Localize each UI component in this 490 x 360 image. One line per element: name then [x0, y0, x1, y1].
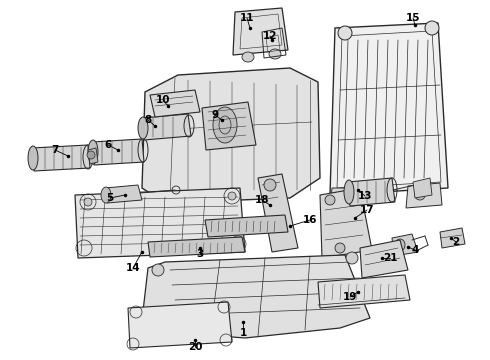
Polygon shape — [202, 102, 256, 150]
Polygon shape — [150, 90, 200, 117]
Text: 10: 10 — [156, 95, 170, 105]
Polygon shape — [330, 23, 448, 195]
Polygon shape — [92, 139, 144, 165]
Ellipse shape — [264, 179, 276, 191]
Polygon shape — [105, 185, 142, 203]
Polygon shape — [205, 215, 288, 237]
Ellipse shape — [269, 49, 281, 59]
Text: 18: 18 — [255, 195, 269, 205]
Text: 12: 12 — [263, 31, 277, 41]
Ellipse shape — [213, 107, 237, 143]
Text: 16: 16 — [303, 215, 317, 225]
Polygon shape — [413, 178, 432, 198]
Polygon shape — [406, 183, 442, 208]
Ellipse shape — [101, 187, 111, 203]
Ellipse shape — [138, 117, 148, 139]
Ellipse shape — [395, 239, 405, 251]
Ellipse shape — [346, 252, 358, 264]
Polygon shape — [440, 228, 465, 248]
Ellipse shape — [88, 140, 98, 164]
Ellipse shape — [242, 52, 254, 62]
Text: 11: 11 — [240, 13, 254, 23]
Ellipse shape — [350, 190, 360, 200]
Ellipse shape — [325, 195, 335, 205]
Ellipse shape — [336, 193, 346, 203]
Polygon shape — [320, 188, 372, 258]
Text: 15: 15 — [406, 13, 420, 23]
Polygon shape — [128, 302, 232, 348]
Ellipse shape — [152, 264, 164, 276]
Text: 9: 9 — [212, 110, 219, 120]
Ellipse shape — [228, 192, 236, 200]
Polygon shape — [75, 188, 245, 258]
Polygon shape — [348, 178, 395, 206]
Polygon shape — [233, 8, 288, 55]
Text: 7: 7 — [51, 145, 59, 155]
Text: 4: 4 — [411, 245, 418, 255]
Polygon shape — [330, 188, 362, 212]
Ellipse shape — [87, 151, 95, 159]
Text: 21: 21 — [383, 253, 397, 263]
Text: 3: 3 — [196, 249, 204, 259]
Text: 14: 14 — [126, 263, 140, 273]
Polygon shape — [392, 234, 418, 256]
Polygon shape — [88, 148, 98, 164]
Polygon shape — [32, 145, 90, 171]
Text: 13: 13 — [358, 191, 372, 201]
Ellipse shape — [344, 180, 354, 204]
Text: 19: 19 — [343, 292, 357, 302]
Text: 17: 17 — [360, 205, 374, 215]
Polygon shape — [142, 68, 320, 203]
Text: 6: 6 — [104, 140, 112, 150]
Text: 8: 8 — [145, 115, 151, 125]
Polygon shape — [142, 255, 370, 338]
Ellipse shape — [28, 146, 38, 170]
Ellipse shape — [335, 243, 345, 253]
Polygon shape — [142, 114, 191, 140]
Ellipse shape — [415, 190, 425, 200]
Polygon shape — [318, 275, 410, 308]
Ellipse shape — [425, 21, 439, 35]
Polygon shape — [360, 240, 408, 278]
Text: 5: 5 — [106, 193, 114, 203]
Text: 2: 2 — [452, 237, 460, 247]
Ellipse shape — [338, 26, 352, 40]
Polygon shape — [258, 174, 298, 252]
Ellipse shape — [84, 198, 92, 206]
Polygon shape — [148, 237, 245, 257]
Text: 1: 1 — [240, 328, 246, 338]
Text: 20: 20 — [188, 342, 202, 352]
